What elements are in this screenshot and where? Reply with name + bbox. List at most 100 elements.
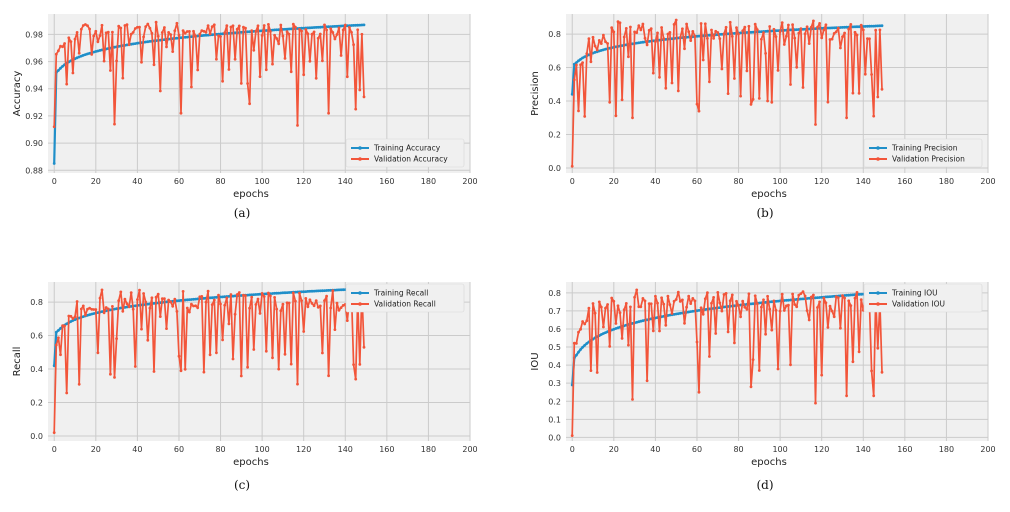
validation-data-point bbox=[160, 297, 164, 300]
validation-data-point bbox=[822, 296, 826, 300]
training-data-point bbox=[358, 23, 362, 27]
legend-label: Validation Accuracy bbox=[374, 155, 448, 164]
training-data-point bbox=[851, 25, 855, 29]
validation-data-point bbox=[643, 299, 647, 303]
validation-data-point bbox=[597, 300, 601, 304]
validation-data-point bbox=[807, 42, 811, 45]
validation-data-point bbox=[198, 32, 202, 36]
validation-data-point bbox=[210, 303, 214, 306]
validation-data-point bbox=[163, 26, 166, 29]
validation-data-point bbox=[314, 299, 318, 302]
validation-data-point bbox=[335, 301, 339, 305]
validation-data-point bbox=[296, 382, 299, 386]
validation-data-point bbox=[54, 52, 58, 56]
y-tick-label: 0.0 bbox=[548, 433, 561, 442]
x-tick-label: 120 bbox=[814, 445, 829, 454]
validation-data-point bbox=[63, 42, 66, 45]
validation-data-point bbox=[620, 337, 624, 340]
validation-data-point bbox=[188, 310, 191, 314]
legend-label: Training IOU bbox=[891, 289, 938, 298]
validation-data-point bbox=[587, 306, 591, 310]
validation-data-point bbox=[726, 92, 730, 95]
x-tick-label: 20 bbox=[609, 445, 619, 454]
training-data-point bbox=[271, 28, 274, 32]
x-tick-label: 0 bbox=[52, 177, 57, 186]
validation-data-point bbox=[812, 293, 815, 297]
x-tick-label: 160 bbox=[379, 445, 394, 454]
validation-data-point bbox=[250, 295, 254, 299]
training-data-point bbox=[826, 295, 830, 299]
training-data-point bbox=[283, 291, 287, 295]
validation-data-point bbox=[73, 315, 77, 319]
validation-data-point bbox=[308, 59, 312, 63]
validation-data-point bbox=[614, 322, 618, 325]
validation-data-point bbox=[708, 80, 711, 84]
validation-data-point bbox=[150, 296, 154, 300]
validation-data-point bbox=[192, 29, 195, 33]
validation-data-point bbox=[289, 70, 293, 74]
validation-data-point bbox=[190, 302, 193, 306]
y-tick-label: 0.1 bbox=[548, 415, 561, 424]
validation-data-point bbox=[610, 296, 614, 300]
validation-data-point bbox=[585, 319, 589, 323]
x-tick-label: 0 bbox=[570, 177, 575, 186]
validation-data-point bbox=[98, 296, 102, 300]
y-tick-label: 0.8 bbox=[548, 30, 561, 39]
training-data-point bbox=[318, 25, 322, 29]
validation-data-point bbox=[304, 297, 308, 300]
validation-data-point bbox=[645, 43, 649, 47]
validation-data-point bbox=[194, 34, 198, 38]
validation-data-point bbox=[242, 25, 245, 29]
validation-data-point bbox=[352, 43, 355, 47]
validation-data-point bbox=[152, 370, 156, 373]
x-tick-label: 80 bbox=[733, 445, 743, 454]
training-data-point bbox=[329, 25, 333, 28]
validation-data-point bbox=[223, 303, 227, 307]
training-data-point bbox=[88, 51, 91, 55]
validation-data-point bbox=[608, 345, 612, 348]
validation-data-point bbox=[275, 37, 279, 40]
x-tick-label: 40 bbox=[132, 177, 142, 186]
training-data-point bbox=[283, 27, 287, 31]
validation-data-point bbox=[67, 36, 71, 40]
training-data-point bbox=[194, 297, 198, 301]
validation-data-point bbox=[273, 296, 276, 299]
validation-data-point bbox=[685, 22, 688, 26]
validation-data-point bbox=[264, 68, 268, 72]
validation-data-point bbox=[608, 100, 612, 104]
validation-data-point bbox=[622, 308, 626, 312]
validation-data-point bbox=[585, 52, 589, 55]
validation-data-point bbox=[279, 309, 283, 313]
validation-data-point bbox=[345, 319, 349, 322]
validation-data-point bbox=[219, 35, 222, 38]
validation-data-point bbox=[724, 292, 728, 295]
validation-data-point bbox=[712, 296, 715, 299]
training-data-point bbox=[175, 36, 179, 40]
validation-data-point bbox=[683, 321, 686, 325]
training-data-point bbox=[258, 29, 262, 33]
training-data-point bbox=[760, 30, 763, 33]
validation-data-point bbox=[747, 292, 751, 296]
validation-data-point bbox=[610, 26, 614, 30]
validation-data-point bbox=[733, 77, 736, 80]
validation-data-point bbox=[339, 306, 343, 309]
validation-data-point bbox=[204, 300, 208, 304]
training-data-point bbox=[258, 292, 262, 296]
training-data-point bbox=[360, 23, 364, 27]
validation-data-point bbox=[714, 332, 718, 335]
validation-data-point bbox=[173, 297, 177, 301]
validation-data-point bbox=[780, 21, 784, 24]
training-data-point bbox=[697, 309, 701, 312]
validation-data-point bbox=[160, 31, 164, 34]
validation-data-point bbox=[325, 28, 328, 32]
validation-data-point bbox=[749, 103, 753, 106]
training-data-point bbox=[776, 29, 780, 32]
training-data-point bbox=[581, 345, 584, 349]
x-tick-label: 180 bbox=[939, 445, 954, 454]
legend-marker bbox=[358, 146, 362, 150]
validation-data-point bbox=[156, 292, 160, 296]
x-tick-label: 80 bbox=[215, 177, 225, 186]
validation-data-point bbox=[799, 27, 803, 31]
validation-data-point bbox=[327, 111, 330, 115]
training-data-point bbox=[210, 296, 214, 300]
